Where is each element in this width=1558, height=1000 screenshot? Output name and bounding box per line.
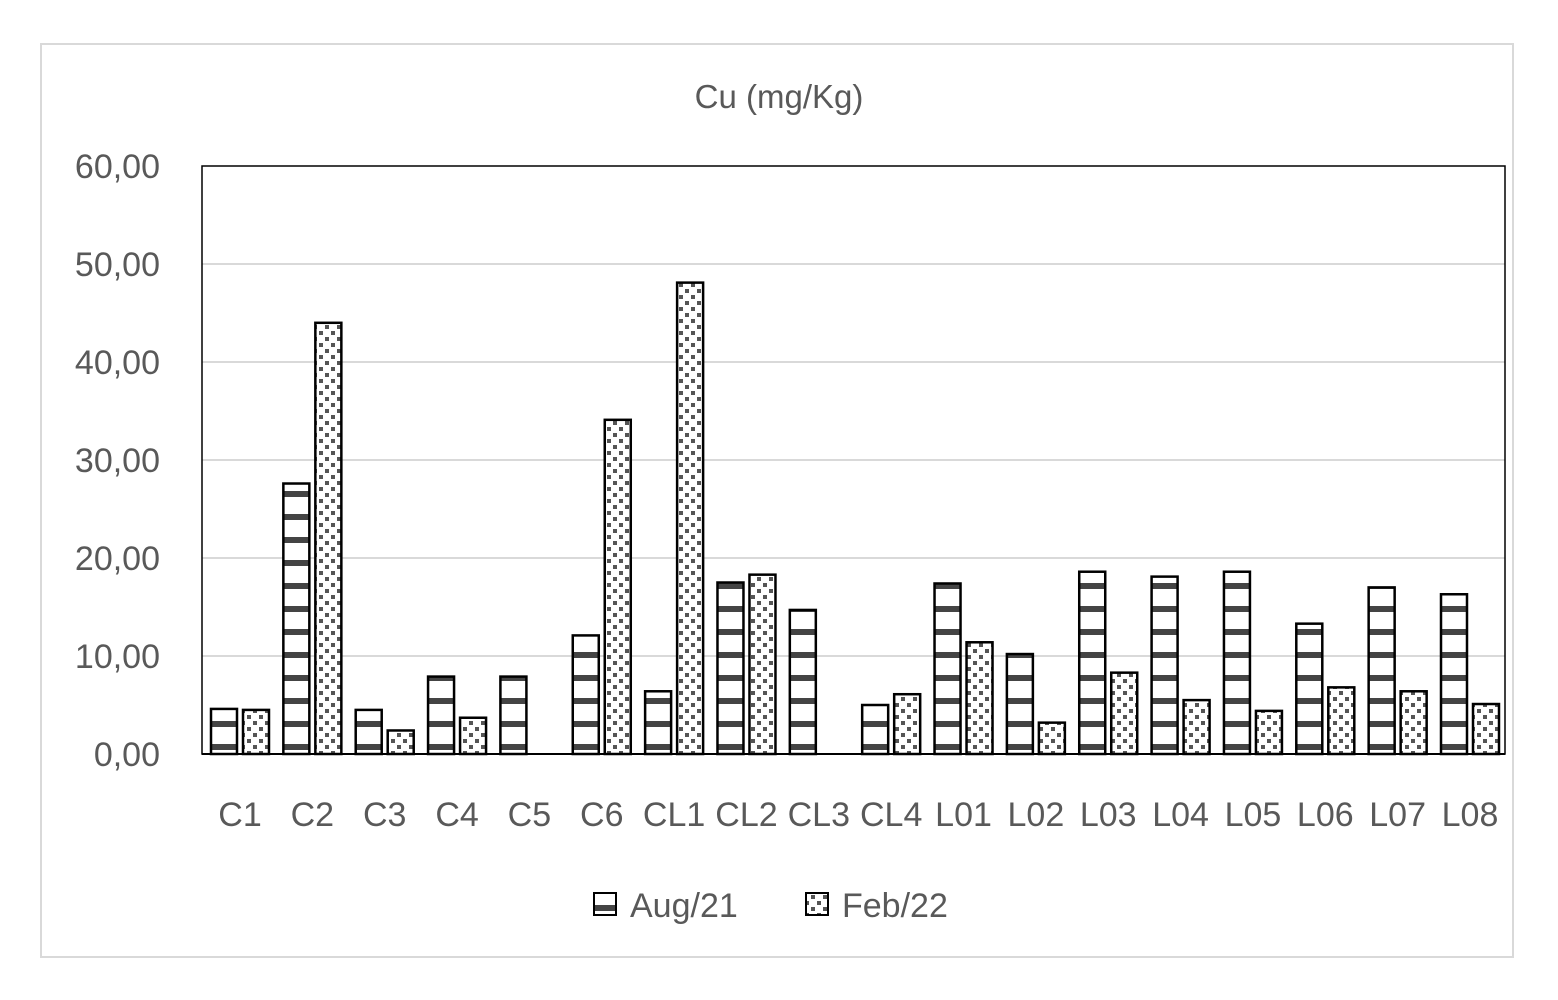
bar-feb22-cl2 xyxy=(748,573,777,756)
bar-feb22-c4 xyxy=(458,716,488,756)
x-category-label: CL3 xyxy=(788,796,850,834)
x-category-label: L03 xyxy=(1080,796,1137,834)
legend-swatch-feb22 xyxy=(805,892,829,916)
bar-aug21-c2 xyxy=(282,482,311,756)
bar-aug21-l03 xyxy=(1077,570,1107,756)
x-category-label: L07 xyxy=(1369,796,1426,834)
bar-feb22-l08 xyxy=(1471,702,1501,756)
x-axis-categories: C1 C2 C3 C4 C5 C6 CL1 CL2 CL3 CL4 L01 L02 L03 L04 L05 L… xyxy=(218,796,1498,834)
x-category-label: L06 xyxy=(1297,796,1354,834)
bar-feb22-l07 xyxy=(1399,690,1428,756)
chart-title: Cu (mg/Kg) xyxy=(695,78,864,115)
bar-feb22-l04 xyxy=(1182,698,1211,756)
legend-swatch-aug21 xyxy=(593,892,617,916)
x-category-label: CL2 xyxy=(715,796,777,834)
bar-feb22-c3 xyxy=(386,729,415,756)
bar-aug21-cl1 xyxy=(643,690,673,756)
y-tick-label: 20,00 xyxy=(75,540,160,578)
x-category-label: L05 xyxy=(1225,796,1282,834)
y-tick-label: 10,00 xyxy=(75,638,160,676)
gridlines xyxy=(202,263,1505,657)
bar-aug21-cl3 xyxy=(788,608,818,756)
y-tick-label: 60,00 xyxy=(75,148,160,186)
bar-feb22-l02 xyxy=(1037,721,1067,756)
y-tick-label: 0,00 xyxy=(94,736,160,774)
bar-aug21-c6 xyxy=(571,634,601,756)
y-tick-label: 30,00 xyxy=(75,442,160,480)
bar-aug21-c4 xyxy=(426,675,456,756)
legend-item-feb22: Feb/22 xyxy=(805,887,948,925)
y-tick-label: 40,00 xyxy=(75,344,160,382)
bar-aug21-l08 xyxy=(1439,593,1469,756)
bar-feb22-cl4 xyxy=(892,692,922,756)
bar-aug21-l02 xyxy=(1005,652,1035,756)
legend: Aug/21 Feb/22 xyxy=(593,887,948,925)
bar-aug21-c1 xyxy=(209,707,239,756)
legend-item-aug21: Aug/21 xyxy=(593,887,738,925)
x-category-label: CL4 xyxy=(860,796,922,834)
bar-aug21-l06 xyxy=(1295,622,1324,756)
bar-aug21-l07 xyxy=(1367,586,1396,756)
x-category-label: C6 xyxy=(580,796,623,834)
bar-aug21-c3 xyxy=(354,708,383,756)
x-category-label: C2 xyxy=(291,796,334,834)
x-category-label: CL1 xyxy=(643,796,705,834)
legend-label-aug21: Aug/21 xyxy=(630,887,738,925)
y-tick-label: 50,00 xyxy=(75,246,160,284)
x-category-label: C3 xyxy=(363,796,406,834)
bar-aug21-l04 xyxy=(1150,575,1179,756)
x-category-label: L01 xyxy=(935,796,992,834)
bar-feb22-l03 xyxy=(1109,671,1139,756)
x-category-label: C1 xyxy=(218,796,261,834)
x-category-label: C5 xyxy=(508,796,551,834)
bar-feb22-l01 xyxy=(965,641,994,756)
bar-feb22-l05 xyxy=(1254,709,1284,756)
bar-feb22-c6 xyxy=(603,418,633,756)
legend-label-feb22: Feb/22 xyxy=(842,887,948,925)
bar-aug21-cl4 xyxy=(860,703,890,756)
bar-aug21-l05 xyxy=(1222,570,1252,756)
x-category-label: L08 xyxy=(1442,796,1499,834)
bar-feb22-cl1 xyxy=(675,281,705,756)
bar-feb22-l06 xyxy=(1327,686,1356,756)
x-category-label: L02 xyxy=(1008,796,1065,834)
bar-feb22-c2 xyxy=(314,321,343,756)
bar-aug21-l01 xyxy=(933,582,962,756)
y-axis-ticks: 0,00 10,00 20,00 30,00 40,00 50,00 60,00 xyxy=(75,148,160,774)
x-category-label: C4 xyxy=(435,796,478,834)
x-category-label: L04 xyxy=(1152,796,1209,834)
bar-aug21-cl2 xyxy=(716,581,745,756)
bar-aug21-c5 xyxy=(499,675,528,756)
bar-feb22-c1 xyxy=(241,708,271,756)
bars xyxy=(209,281,1501,756)
